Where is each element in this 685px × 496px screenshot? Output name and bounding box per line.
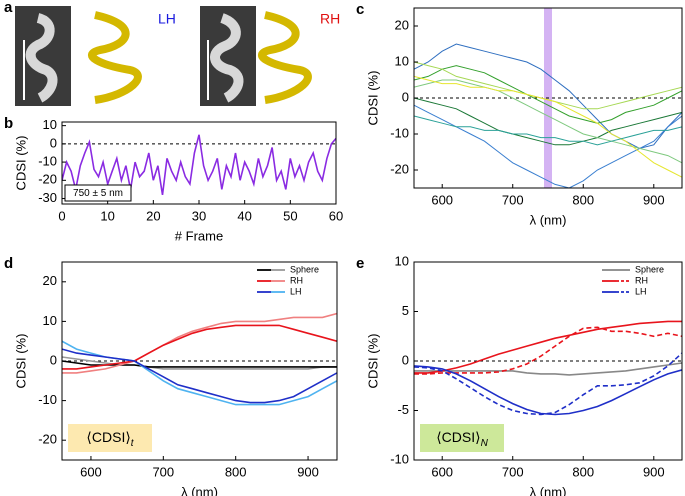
- y-axis-label: CDSI (%): [13, 136, 28, 191]
- x-tick-label: 900: [643, 192, 665, 207]
- panel-letter: e: [356, 255, 364, 272]
- y-tick-label: -10: [390, 451, 409, 466]
- x-tick-label: 600: [431, 192, 453, 207]
- y-tick-label: 10: [43, 313, 57, 328]
- sem-helix: [210, 13, 244, 103]
- data-line: [414, 65, 682, 124]
- data-line: [414, 97, 682, 146]
- y-tick-label: 0: [402, 89, 409, 104]
- helix-label: RH: [320, 11, 340, 27]
- x-tick-label: 800: [572, 192, 594, 207]
- x-tick-label: 600: [431, 464, 453, 479]
- y-tick-label: -10: [38, 154, 57, 169]
- x-tick-label: 700: [502, 192, 524, 207]
- helix-model: [88, 11, 142, 104]
- plot-lines: [414, 320, 682, 416]
- annotation-sub: N: [481, 438, 489, 449]
- panel-letter: b: [4, 115, 13, 132]
- data-line: [62, 134, 336, 196]
- annotation: 750 ± 5 nm: [73, 188, 123, 199]
- y-tick-label: -10: [38, 392, 57, 407]
- y-tick-label: -20: [38, 432, 57, 447]
- data-line: [414, 75, 682, 178]
- x-axis-label: λ (nm): [530, 212, 567, 227]
- y-tick-label: -30: [38, 190, 57, 205]
- y-axis-label: CDSI (%): [13, 334, 28, 389]
- y-tick-label: 0: [50, 135, 57, 150]
- x-tick-label: 600: [80, 464, 102, 479]
- annotation-text: 750 ± 5 nm: [73, 188, 123, 199]
- helix-label: LH: [158, 11, 176, 27]
- annotation-sub: t: [131, 438, 135, 449]
- y-tick-label: 10: [43, 117, 57, 132]
- helix-model: [258, 11, 312, 104]
- y-tick-label: 20: [43, 273, 57, 288]
- panel-letter: d: [4, 255, 13, 272]
- data-line: [62, 356, 337, 370]
- data-line: [414, 352, 682, 416]
- x-tick-label: 50: [283, 208, 297, 223]
- data-line: [62, 312, 337, 374]
- x-tick-label: 700: [152, 464, 174, 479]
- x-tick-label: 30: [192, 208, 206, 223]
- x-tick-label: 10: [100, 208, 114, 223]
- x-tick-label: 700: [502, 464, 524, 479]
- y-tick-label: 10: [395, 53, 409, 68]
- y-tick-label: 20: [395, 17, 409, 32]
- legend-label: RH: [635, 275, 648, 285]
- data-line: [414, 115, 682, 146]
- annotation-text: ⟨CDSI⟩: [86, 429, 130, 445]
- y-axis-label: CDSI (%): [365, 71, 380, 126]
- y-tick-label: -20: [390, 161, 409, 176]
- data-line: [414, 326, 682, 375]
- data-line: [62, 324, 337, 370]
- legend-label: RH: [290, 275, 303, 285]
- x-tick-label: 900: [643, 464, 665, 479]
- x-axis-label: λ (nm): [530, 484, 567, 496]
- x-tick-label: 800: [572, 464, 594, 479]
- annotation-box: [420, 424, 504, 452]
- y-tick-label: 10: [395, 253, 409, 268]
- x-tick-label: 800: [225, 464, 247, 479]
- annotation: ⟨CDSI⟩N: [436, 429, 488, 449]
- y-tick-label: 5: [402, 303, 409, 318]
- panel-letter: c: [356, 1, 364, 18]
- data-line: [414, 320, 682, 374]
- y-tick-label: 0: [50, 352, 57, 367]
- x-axis-label: # Frame: [175, 228, 223, 243]
- y-tick-label: -5: [397, 402, 409, 417]
- data-line: [414, 79, 682, 164]
- legend-label: Sphere: [290, 264, 319, 274]
- x-tick-label: 40: [237, 208, 251, 223]
- y-axis-label: CDSI (%): [365, 334, 380, 389]
- x-tick-label: 60: [329, 208, 343, 223]
- annotation-box: [64, 184, 132, 202]
- data-line: [62, 348, 337, 404]
- data-line: [414, 43, 682, 149]
- annotation-text: ⟨CDSI⟩: [436, 429, 480, 445]
- sem-helix: [25, 13, 58, 103]
- data-line: [414, 365, 682, 416]
- annotation: ⟨CDSI⟩t: [86, 429, 134, 449]
- data-line: [414, 362, 682, 376]
- plot-lines: [62, 312, 337, 406]
- x-tick-label: 20: [146, 208, 160, 223]
- y-tick-label: -10: [390, 125, 409, 140]
- plot-lines: [414, 43, 682, 188]
- y-tick-label: 0: [402, 352, 409, 367]
- x-axis-label: λ (nm): [181, 484, 218, 496]
- x-tick-label: 0: [58, 208, 65, 223]
- panel-letter: a: [4, 0, 13, 16]
- plot-lines: [62, 134, 336, 196]
- legend-label: LH: [290, 286, 302, 296]
- legend-label: Sphere: [635, 264, 664, 274]
- y-tick-label: -20: [38, 172, 57, 187]
- annotation-box: [68, 424, 152, 452]
- legend-label: LH: [635, 286, 647, 296]
- x-tick-label: 900: [297, 464, 319, 479]
